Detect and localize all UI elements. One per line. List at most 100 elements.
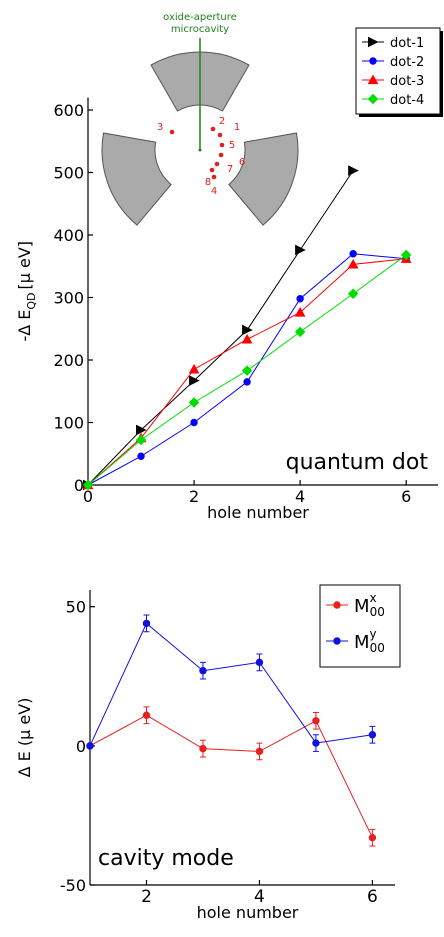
legend-superscript: y — [370, 627, 377, 641]
inset-hole — [219, 142, 225, 148]
marker — [188, 397, 200, 408]
marker — [199, 667, 207, 675]
y-tick-label: 500 — [53, 164, 84, 183]
y-tick-label: 400 — [53, 226, 84, 245]
x-axis-label: hole number — [207, 503, 309, 522]
marker — [199, 744, 207, 753]
y-axis-label-unit: [μ eV] — [15, 241, 34, 290]
legend-name: dot-4 — [390, 93, 424, 108]
marker — [400, 249, 412, 261]
inset-center — [198, 148, 202, 152]
legend-box — [319, 584, 401, 668]
legend-label: dot-1 — [390, 36, 424, 51]
x-tick-label: 4 — [295, 487, 305, 506]
legend-name: dot-2 — [390, 55, 424, 70]
inset-hole-label: 4 — [211, 186, 217, 197]
marker — [190, 418, 198, 427]
inset-sector — [101, 132, 172, 226]
legend: dot-1 dot-2 dot-3 dot-4 — [355, 27, 443, 117]
marker — [142, 711, 151, 719]
inset-hole-label: 8 — [205, 177, 211, 188]
legend-label: dot-2 — [390, 55, 424, 70]
series-line — [89, 622, 373, 747]
legend-marker — [367, 93, 379, 105]
marker — [295, 244, 306, 256]
inset-subtitle: microcavity — [171, 24, 229, 35]
marker — [82, 479, 94, 491]
y-tick-label: 0 — [74, 476, 84, 495]
inset-hole-label: 7 — [227, 164, 233, 175]
marker — [142, 619, 151, 628]
legend-name: dot-3 — [390, 74, 424, 89]
inset-hole — [210, 126, 216, 132]
legend-name: M — [354, 596, 370, 617]
y-tick-label: 300 — [53, 289, 84, 308]
marker — [347, 288, 359, 299]
y-axis-label-main: Δ E (μ eV) — [15, 698, 34, 778]
legend-subscript: 00 — [370, 605, 385, 619]
inset-hole — [218, 152, 224, 158]
inset-hole-label: 2 — [219, 116, 225, 127]
legend-marker — [368, 36, 379, 48]
marker — [349, 250, 357, 258]
marker — [312, 717, 320, 725]
marker — [242, 324, 253, 336]
y-axis-label-sub: QD — [25, 292, 38, 309]
x-tick-label: 2 — [189, 487, 199, 506]
x-tick-label: 6 — [367, 887, 378, 907]
y-axis-label: Δ E (μ eV) — [15, 698, 34, 778]
marker — [188, 363, 200, 374]
x-tick-label: 2 — [141, 887, 152, 907]
marker — [368, 833, 377, 842]
marker — [136, 424, 147, 436]
inset-hole-label: 3 — [157, 122, 163, 133]
inset-title: oxide-aperture — [163, 12, 237, 23]
annotation: quantum dot — [286, 450, 429, 475]
marker — [243, 378, 251, 386]
legend-subscript: 00 — [370, 641, 385, 655]
inset-hole — [211, 174, 217, 180]
legend-label: dot-4 — [390, 93, 424, 108]
legend-label: Mx 00 — [354, 591, 385, 619]
legend-name: M — [354, 632, 370, 653]
y-axis-label-main: -Δ E — [15, 310, 34, 342]
inset-hole — [169, 129, 175, 135]
y-tick-label: -50 — [60, 876, 86, 895]
legend-marker — [333, 637, 341, 645]
marker — [86, 742, 94, 750]
marker — [294, 306, 306, 317]
marker — [137, 452, 145, 460]
marker — [241, 333, 253, 344]
inset-hole — [209, 167, 215, 173]
marker — [347, 258, 359, 269]
x-axis-label: hole number — [197, 903, 299, 922]
legend-label: My 00 — [354, 627, 385, 655]
inset-hole-label: 1 — [234, 122, 240, 133]
inset-hole — [217, 132, 223, 138]
marker — [294, 326, 306, 338]
legend-superscript: x — [370, 591, 377, 605]
inset-sector — [228, 132, 299, 226]
marker — [189, 375, 200, 386]
marker — [368, 731, 377, 739]
inset-hole — [214, 161, 220, 167]
annotation: cavity mode — [98, 846, 234, 871]
marker — [255, 747, 264, 756]
marker — [135, 434, 147, 446]
marker — [348, 165, 359, 176]
legend-label: dot-3 — [390, 74, 424, 89]
y-tick-label: 600 — [53, 101, 84, 120]
y-tick-label: 200 — [53, 351, 84, 370]
marker — [312, 739, 320, 747]
inset-hole-label: 5 — [229, 140, 235, 151]
y-axis-label: -Δ EQD [μ eV] — [15, 241, 38, 342]
series-line — [89, 714, 373, 838]
legend-marker — [367, 74, 379, 85]
legend-marker — [369, 57, 377, 65]
marker — [255, 658, 264, 667]
legend-marker — [333, 601, 341, 609]
series-line — [87, 170, 354, 486]
x-tick-label: 0 — [83, 487, 93, 506]
